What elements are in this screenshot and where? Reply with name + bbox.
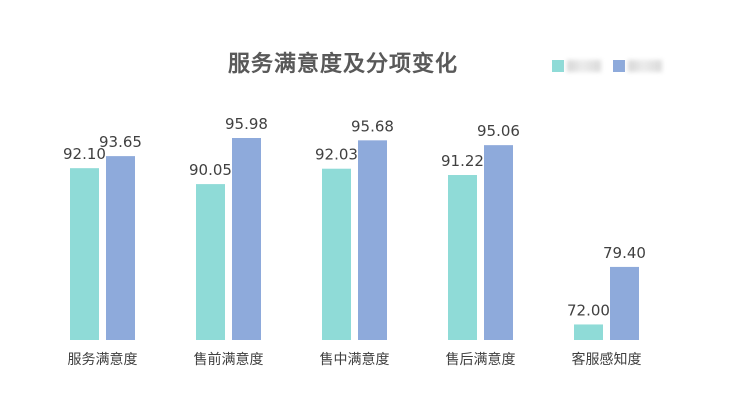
data-label-series-2-4: 95.06 — [477, 122, 520, 140]
data-label-series-1-5: 72.00 — [567, 301, 610, 319]
bar-series-1-1 — [70, 168, 99, 340]
bar-series-2-5 — [610, 266, 639, 340]
bar-series-2-4 — [484, 145, 513, 340]
data-label-series-2-3: 95.68 — [351, 117, 394, 135]
legend-label-blurred — [628, 60, 662, 72]
data-label-series-1-2: 90.05 — [189, 161, 232, 179]
data-label-series-2-1: 93.65 — [99, 133, 142, 151]
legend-swatch-series-2 — [613, 60, 625, 72]
x-tick-label-3: 售中满意度 — [320, 351, 390, 368]
chart-title: 服务满意度及分项变化 — [227, 52, 458, 77]
legend-item-series-2 — [613, 60, 662, 72]
legend-swatch-series-1 — [552, 60, 564, 72]
bar-series-1-4 — [448, 175, 477, 340]
data-label-series-2-5: 79.40 — [603, 244, 646, 262]
x-tick-label-5: 客服感知度 — [572, 351, 642, 368]
data-label-series-2-2: 95.98 — [225, 115, 268, 133]
bar-series-2-2 — [232, 138, 261, 340]
data-label-series-1-1: 92.10 — [63, 145, 106, 163]
bar-series-2-1 — [106, 156, 135, 340]
data-label-series-1-3: 92.03 — [315, 146, 358, 164]
bar-series-1-5 — [574, 324, 603, 340]
x-tick-label-4: 售后满意度 — [446, 351, 516, 368]
x-tick-label-2: 售前满意度 — [194, 351, 264, 368]
x-tick-label-1: 服务满意度 — [68, 351, 138, 368]
legend-label-blurred — [567, 60, 601, 72]
legend-item-series-1 — [552, 60, 601, 72]
bar-series-1-3 — [322, 168, 351, 340]
data-label-series-1-4: 91.22 — [441, 152, 484, 170]
bar-series-1-2 — [196, 184, 225, 340]
chart-legend — [552, 60, 662, 72]
bar-series-2-3 — [358, 140, 387, 340]
